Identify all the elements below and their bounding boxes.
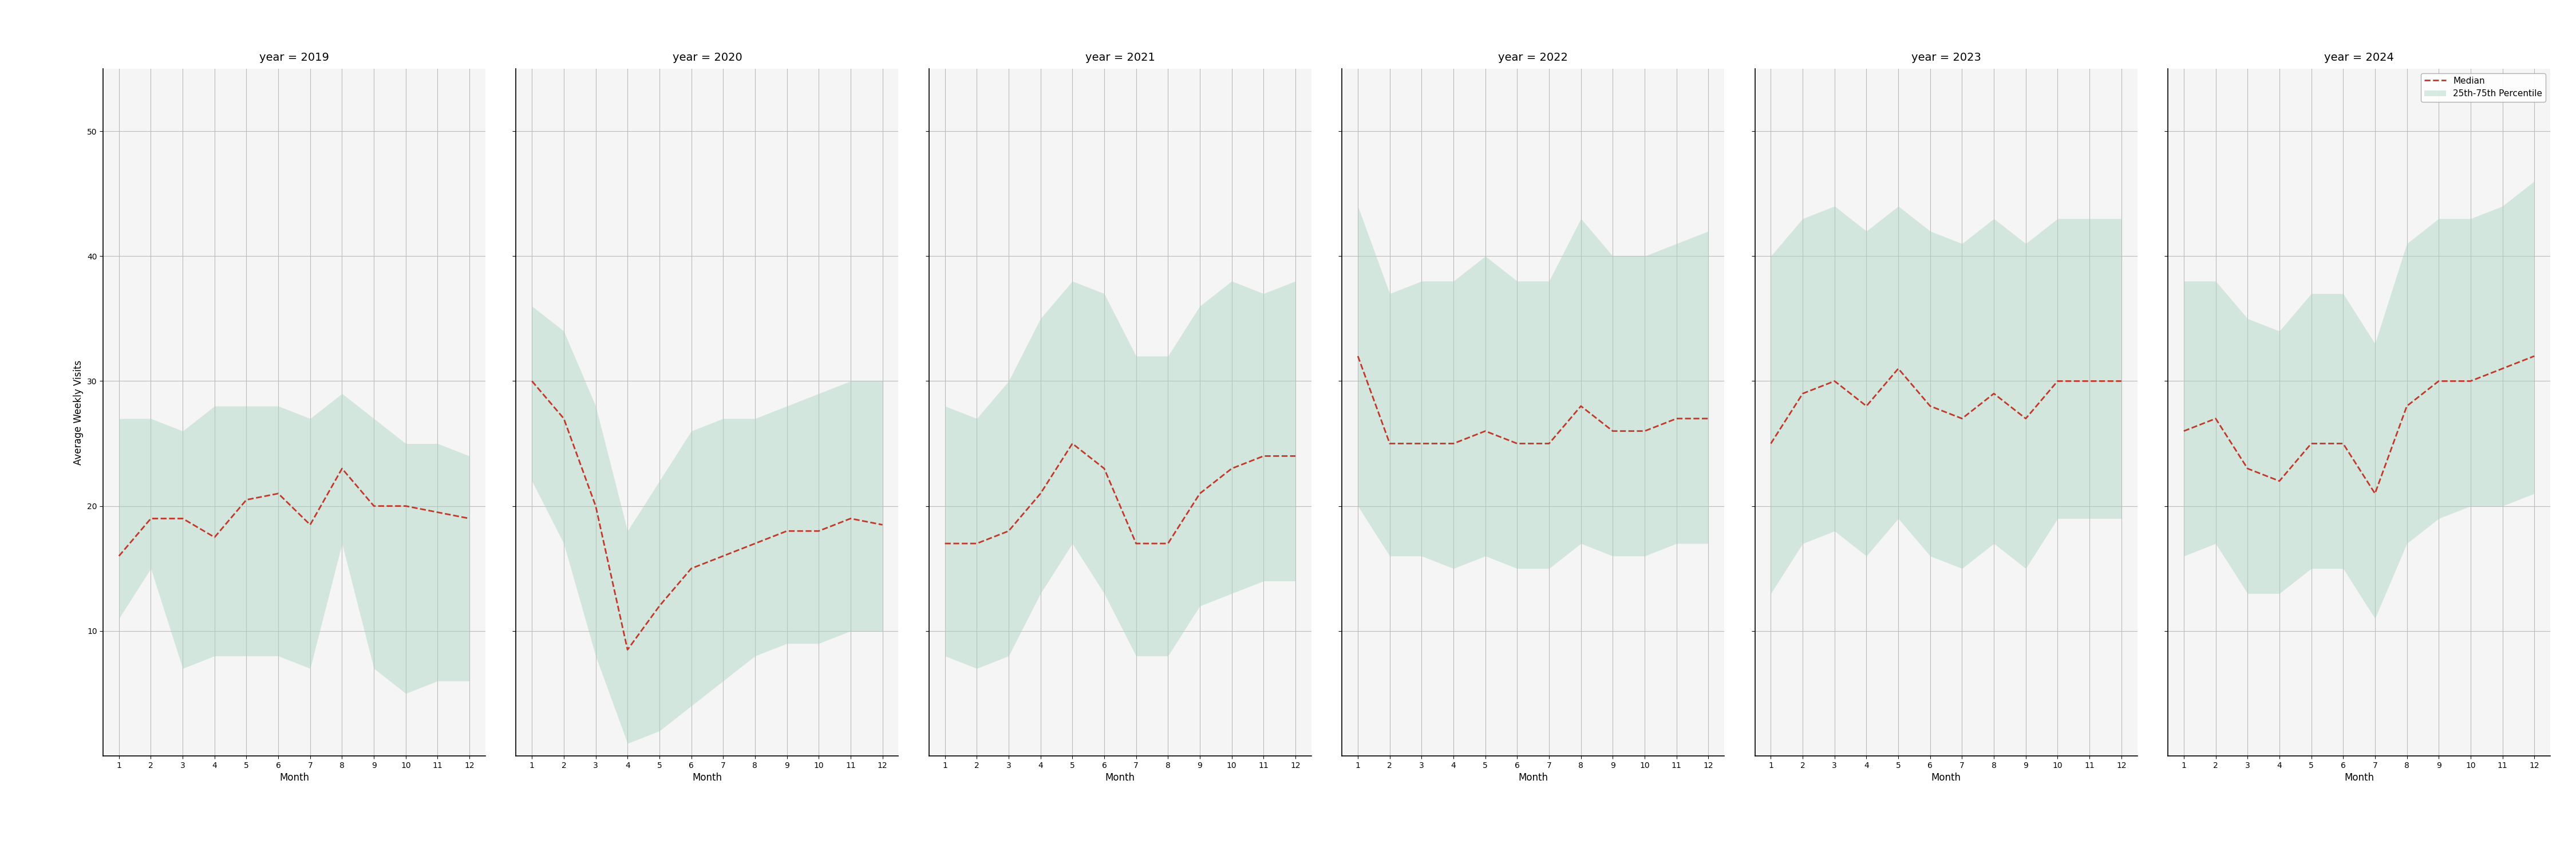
Legend: Median, 25th-75th Percentile: Median, 25th-75th Percentile — [2421, 73, 2545, 101]
X-axis label: Month: Month — [2344, 773, 2375, 783]
Title: year = 2023: year = 2023 — [1911, 52, 1981, 63]
X-axis label: Month: Month — [278, 773, 309, 783]
Title: year = 2021: year = 2021 — [1084, 52, 1154, 63]
Title: year = 2022: year = 2022 — [1499, 52, 1569, 63]
Y-axis label: Average Weekly Visits: Average Weekly Visits — [75, 360, 85, 465]
Title: year = 2019: year = 2019 — [260, 52, 330, 63]
X-axis label: Month: Month — [1932, 773, 1960, 783]
X-axis label: Month: Month — [693, 773, 721, 783]
Title: year = 2020: year = 2020 — [672, 52, 742, 63]
Title: year = 2024: year = 2024 — [2324, 52, 2393, 63]
X-axis label: Month: Month — [1105, 773, 1136, 783]
X-axis label: Month: Month — [1517, 773, 1548, 783]
